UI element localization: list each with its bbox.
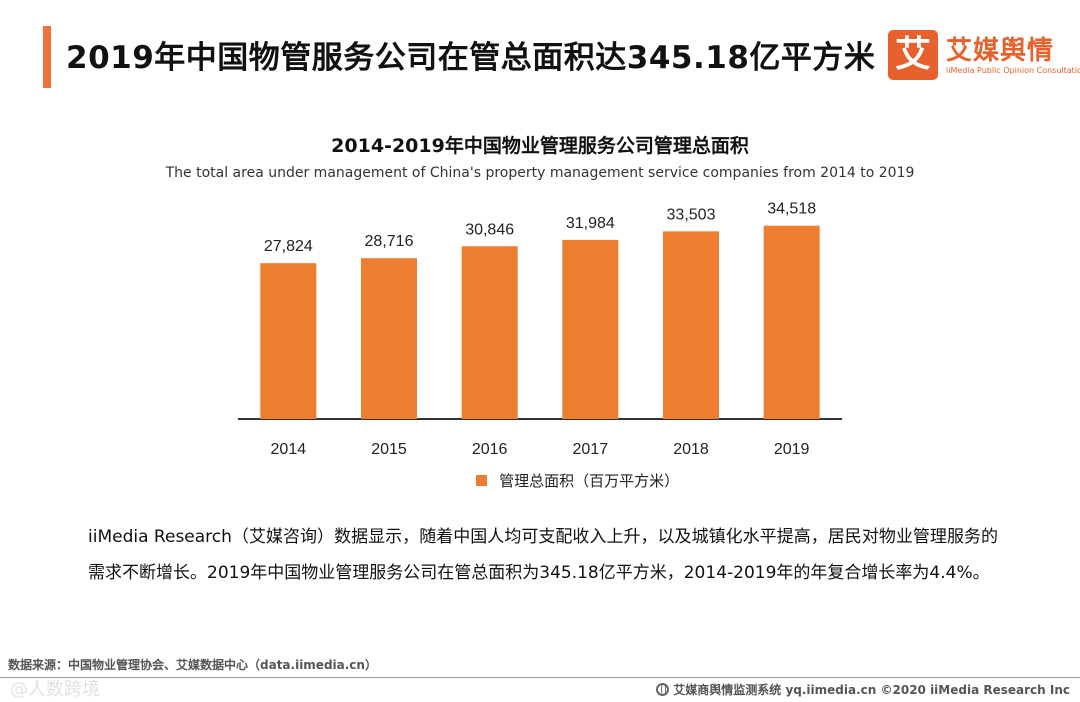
brand-logo: 艾 艾媒舆情 iiMedia Public Opinion Consultati… — [888, 30, 1080, 84]
data-label-2019: 34,518 — [767, 201, 816, 218]
data-label-2017: 31,984 — [566, 215, 615, 232]
footer-copyright: 艾媒商舆情监测系统 yq.iimedia.cn ©2020 iiMedia Re… — [656, 681, 1070, 698]
chart-legend: 管理总面积（百万平方米） — [476, 470, 679, 492]
x-tick-label-2016: 2016 — [472, 441, 508, 458]
x-tick-label-2019: 2019 — [774, 441, 810, 458]
footer-divider — [0, 677, 1080, 678]
logo-name-en: iiMedia Public Opinion Consultation — [946, 66, 1080, 75]
bar-chart: 27,824 2014 28,716 2015 30,846 2016 31,984 2017… — [238, 201, 842, 458]
x-tick-label-2014: 2014 — [271, 441, 307, 458]
title-accent-bar — [43, 26, 51, 88]
data-label-2016: 30,846 — [465, 221, 514, 238]
data-source: 数据来源：中国物业管理协会、艾媒数据中心（data.iimedia.cn） — [8, 658, 377, 672]
watermark-text: @人数跨境 — [10, 679, 100, 700]
bar-2015 — [361, 258, 417, 419]
page-title: 2019年中国物管服务公司在管总面积达345.18亿平方米 — [66, 40, 876, 76]
chart-title: 2014-2019年中国物业管理服务公司管理总面积 — [331, 135, 749, 157]
x-tick-label-2017: 2017 — [573, 441, 609, 458]
bar-2016 — [461, 246, 518, 419]
data-label-2015: 28,716 — [365, 233, 414, 250]
x-tick-label-2018: 2018 — [673, 441, 709, 458]
bar-2014 — [260, 263, 317, 419]
legend-swatch — [476, 475, 487, 486]
bar-2017 — [562, 239, 619, 419]
data-label-2018: 33,503 — [667, 206, 716, 223]
logo-mark: 艾 — [888, 30, 938, 80]
logo-name-cn: 艾媒舆情 — [946, 36, 1055, 66]
globe-icon — [656, 683, 670, 696]
chart-subtitle: The total area under management of China… — [165, 165, 915, 181]
data-label-2014: 27,824 — [264, 238, 313, 255]
bar-2019 — [763, 225, 820, 419]
bar-2018 — [663, 231, 719, 419]
footer-copyright-text: 艾媒商舆情监测系统 yq.iimedia.cn ©2020 iiMedia Re… — [673, 683, 1070, 697]
legend-label: 管理总面积（百万平方米） — [499, 472, 680, 490]
summary-paragraph: iiMedia Research（艾媒咨询）数据显示，随着中国人均可支配收入上升… — [88, 527, 998, 583]
x-tick-label-2015: 2015 — [371, 441, 407, 458]
